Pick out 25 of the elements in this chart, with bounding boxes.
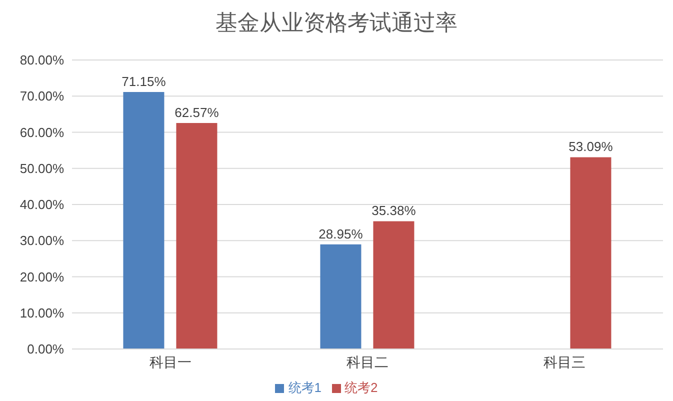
y-tick-label: 10.00%	[20, 305, 64, 320]
bar	[373, 221, 414, 349]
bar	[123, 92, 164, 349]
bar	[570, 157, 612, 349]
y-tick-label: 70.00%	[20, 88, 64, 104]
x-tick-label: 科目一	[150, 354, 192, 370]
data-label: 71.15%	[122, 74, 166, 89]
legend-label: 统考2	[344, 380, 378, 395]
data-label: 62.57%	[174, 104, 220, 120]
y-tick-label: 20.00%	[20, 269, 64, 284]
y-tick-label: 80.00%	[20, 52, 64, 68]
y-tick-label: 0.00%	[27, 342, 64, 357]
y-tick-label: 50.00%	[20, 160, 64, 176]
x-tick-label: 科目二	[346, 354, 388, 370]
x-tick-label: 科目三	[544, 354, 586, 370]
data-label: 28.95%	[318, 226, 364, 242]
y-tick-label: 60.00%	[20, 124, 64, 140]
y-tick-label: 40.00%	[20, 197, 64, 212]
data-label: 53.09%	[568, 139, 614, 154]
legend-label: 统考1	[288, 380, 322, 395]
bar	[320, 244, 362, 349]
data-label: 35.38%	[372, 203, 416, 218]
bar	[176, 122, 218, 349]
y-tick-label: 30.00%	[20, 233, 64, 248]
chart-title: 基金从业资格考试通过率	[214, 10, 458, 38]
